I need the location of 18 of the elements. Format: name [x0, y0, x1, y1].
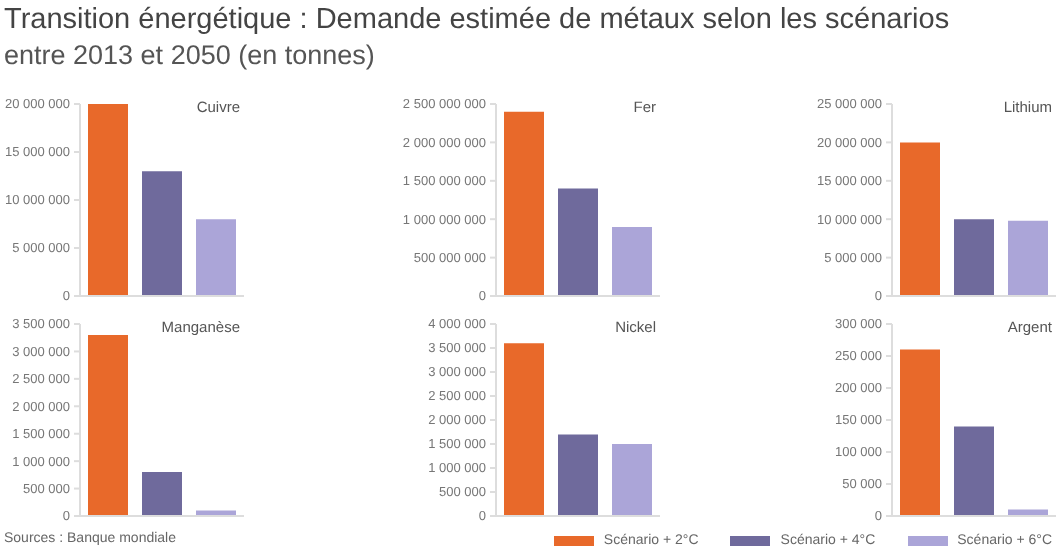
text: Transition énergétique : Demande estimée de métaux selon les scénarios [4, 4, 950, 36]
bar [142, 472, 182, 516]
bar [504, 343, 544, 516]
text: entre 2013 et 2050 (en tonnes) [4, 40, 375, 70]
bar [142, 171, 182, 296]
bar [88, 334, 128, 516]
bar [1008, 220, 1048, 296]
bar [954, 426, 994, 516]
bar [612, 444, 652, 516]
bar [504, 111, 544, 296]
bar [612, 226, 652, 296]
bar [88, 104, 128, 296]
bar [900, 142, 940, 296]
bar [558, 434, 598, 516]
bar [558, 188, 598, 296]
bar [954, 219, 994, 296]
bar [196, 219, 236, 296]
bar [900, 349, 940, 516]
